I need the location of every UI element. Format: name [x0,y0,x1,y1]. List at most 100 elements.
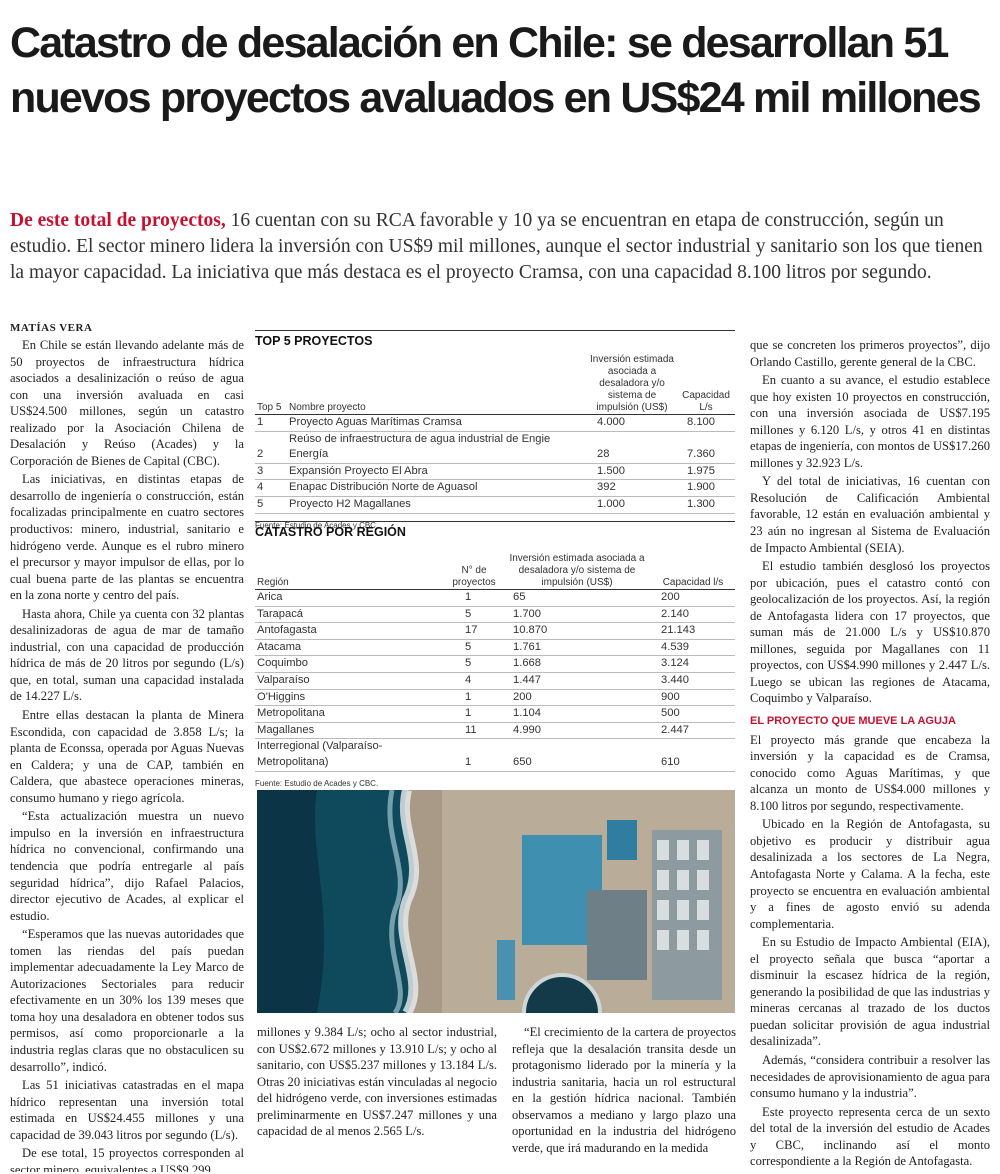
table-cell: Valparaíso [257,673,310,686]
table-cell: 8.100 [687,416,715,428]
table-cell: 3.440 [661,673,689,686]
column-header: Capacidad L/s [682,390,730,413]
column-header: Top 5 [257,402,282,413]
lead: De este total de proyectos, 16 cuentan c… [10,208,990,286]
table-row: 3 Expansión Proyecto El Abra 1.500 1.975 [255,463,735,480]
byline: MATÍAS VERA [10,322,93,334]
table-cell: 4.000 [597,416,625,428]
paragraph-group: que se concreten los primeros proyectos”… [750,337,990,707]
table-cell: 2.140 [661,607,689,620]
table-cell: 1 [465,707,472,720]
paragraph: Entre ellas destacan la planta de Minera… [10,708,244,805]
table-cell: 1.104 [513,707,541,720]
table-cell: 5 [465,607,472,620]
table-cell: 1 [465,690,472,703]
table-title: CATASTRO POR REGIÓN [255,521,735,545]
table-row: 2 Reúso de infraestructura de agua indust… [255,431,735,464]
table-cell: 4.539 [661,640,689,653]
table: TOP 5 PROYECTOS Top 5 Nombre proyecto Inver… [255,330,735,530]
table-cell: Reúso de infraestructura de agua industr… [289,432,551,461]
column: millones y 9.384 L/s; ocho al sector ind… [257,1024,497,1172]
table-cell: 3.124 [661,657,689,670]
table-source: Fuente: Estudio de Acades y CBC. [255,778,379,788]
table-cell: 11 [465,723,477,736]
table-body: 1 Proyecto Aguas Marítimas Cramsa 4.000 8.1… [255,415,735,514]
table-body: Arica 1 65 200 Tarapacá 5 1.700 2.140 Antofagast… [255,590,735,772]
table: CATASTRO POR REGIÓN Región N° de proyectos… [255,521,735,788]
table-cell: Expansión Proyecto El Abra [289,464,428,477]
table-cell: Interregional (Valparaíso-Metropolitana) [257,740,383,768]
table-cell: 5 [465,640,472,653]
paragraph: “Esperamos que las nuevas autoridades qu… [10,927,244,1074]
table-head: Región N° de proyectos Inversión estimada … [255,545,735,590]
table-cell: 2.447 [661,723,689,736]
table-cell: 1.000 [597,497,625,510]
table-row: Antofagasta 17 10.870 21.143 [255,623,735,640]
table-grid: Top 5 Nombre proyecto Inversión estimada a… [255,354,735,514]
column-header: Región [257,577,289,588]
table-cell: 2 [257,448,264,461]
paragraph: “El crecimiento de la cartera de proyect… [512,1025,736,1155]
table-cell: 65 [513,591,526,603]
table-cell: 17 [465,624,478,637]
paragraph: millones y 9.384 L/s; ocho al sector ind… [257,1025,497,1139]
photo [257,790,735,1013]
table-cell: 28 [597,448,610,461]
table-row: Tarapacá 5 1.700 2.140 [255,606,735,623]
paragraph: En cuanto a su avance, el estudio establ… [750,373,990,470]
table-row: Coquimbo 5 1.668 3.124 [255,656,735,673]
column-header: Nombre proyecto [289,402,366,413]
table-cell: 4 [465,673,472,686]
table-grid: Región N° de proyectos Inversión estimada … [255,545,735,772]
table-row: Magallanes 11 4.990 2.447 [255,722,735,739]
table-cell: Coquimbo [257,657,308,670]
table-cell: 1 [465,755,472,768]
table-row: Atacama 5 1.761 4.539 [255,639,735,656]
column-header: Inversión estimada asociada a desaladora… [509,553,645,588]
column-header: N° de proyectos [452,565,496,588]
paragraph: Este proyecto representa cerca de un sex… [750,1104,990,1169]
table-title: TOP 5 PROYECTOS [255,330,735,354]
table-cell: 3 [257,464,264,477]
table-cell: Metropolitana [257,707,325,720]
column: En Chile se están llevando adelante más … [10,337,244,1172]
table-cell: 1.900 [687,481,715,494]
table-source: Fuente: Estudio de Acades y CBC. [255,520,379,530]
table-cell: 500 [661,707,680,720]
header-row: Región N° de proyectos Inversión estimada … [255,545,735,590]
table-cell: 1.300 [687,497,715,510]
lead-kicker: De este total de proyectos, [10,210,226,231]
table-cell: 1 [465,591,472,603]
paragraph: En Chile se están llevando adelante más … [10,338,244,468]
table-cell: 1.668 [513,657,541,670]
table-cell: 650 [513,755,532,768]
table-cell: 200 [661,591,680,603]
table-row: 1 Proyecto Aguas Marítimas Cramsa 4.000 8.1… [255,415,735,432]
headline: Catastro de desalación en Chile: se desa… [10,19,982,122]
table-cell: 1 [257,416,264,428]
table-row: 5 Proyecto H2 Magallanes 1.000 1.300 [255,496,735,514]
table-cell: Tarapacá [257,607,304,620]
table-cell: Proyecto Aguas Marítimas Cramsa [289,416,462,428]
table-row: Arica 1 65 200 [255,590,735,607]
table-cell: 5 [465,657,472,670]
paragraph: “Esta actualización muestra un nuevo imp… [10,809,244,923]
paragraph: De ese total, 15 proyectos corresponden … [10,1146,244,1172]
table-cell: 21.143 [661,624,696,637]
table-cell: 1.447 [513,673,541,686]
table-cell: Proyecto H2 Magallanes [289,497,411,510]
table-row: Interregional (Valparaíso-Metropolitana)… [255,739,735,772]
table-head: Top 5 Nombre proyecto Inversión estimada a… [255,354,735,415]
table-cell: 900 [661,690,680,703]
table-cell: 1.975 [687,464,715,477]
paragraph-group: El proyecto más grande que encabeza la i… [750,732,990,1170]
paragraph: El estudio también desglosó los proyecto… [750,559,990,706]
paragraph: que se concreten los primeros proyectos”… [750,338,990,369]
table-cell: 4.990 [513,723,541,736]
table-row: O'Higgins 1 200 900 [255,689,735,706]
table-cell: 392 [597,481,616,494]
table-cell: Arica [257,591,283,603]
table-cell: 5 [257,497,264,510]
paragraph: El proyecto más grande que encabeza la i… [750,732,990,813]
